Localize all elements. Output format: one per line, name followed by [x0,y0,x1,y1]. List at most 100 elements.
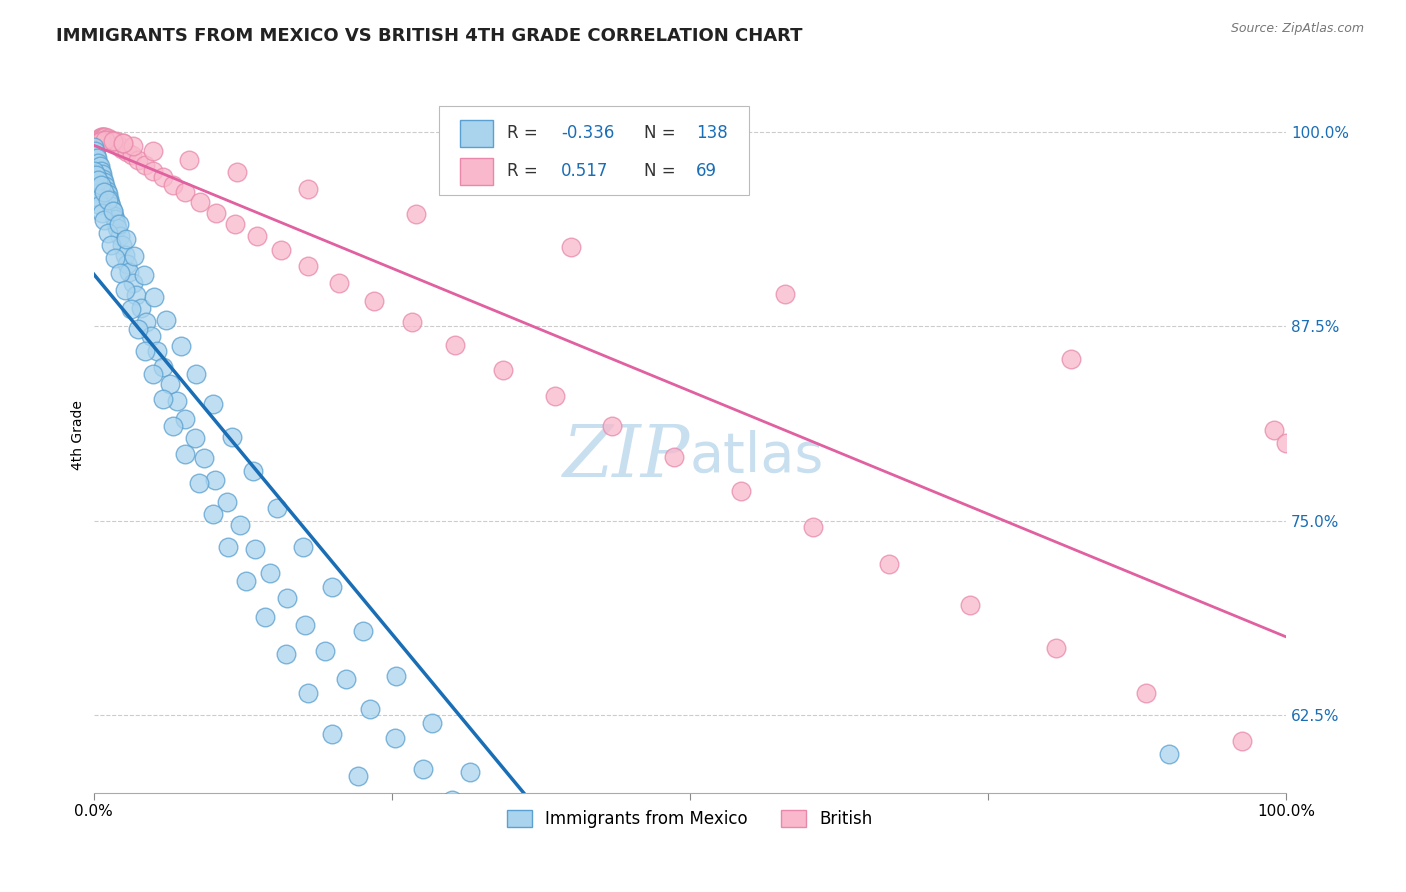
Immigrants from Mexico [347,768,370,782]
Immigrants from Mexico [375,812,398,826]
Immigrants from Mexico [91,171,114,186]
British [405,207,427,221]
Text: 138: 138 [696,124,727,142]
British [224,217,246,231]
Immigrants from Mexico [104,251,127,265]
Immigrants from Mexico [406,857,429,871]
Immigrants from Mexico [129,301,152,315]
Immigrants from Mexico [90,205,112,219]
Text: N =: N = [644,124,676,142]
Immigrants from Mexico [221,429,243,443]
FancyBboxPatch shape [439,106,749,195]
Immigrants from Mexico [107,217,129,231]
Immigrants from Mexico [114,284,136,298]
Immigrants from Mexico [86,151,108,165]
Immigrants from Mexico [122,249,145,263]
British [84,142,107,156]
Immigrants from Mexico [84,148,107,162]
Immigrants from Mexico [297,686,319,700]
Immigrants from Mexico [115,257,138,271]
Text: IMMIGRANTS FROM MEXICO VS BRITISH 4TH GRADE CORRELATION CHART: IMMIGRANTS FROM MEXICO VS BRITISH 4TH GR… [56,27,803,45]
British [444,338,467,352]
Immigrants from Mexico [187,476,209,491]
British [773,286,796,301]
British [107,139,129,153]
Immigrants from Mexico [321,726,343,740]
Immigrants from Mexico [118,265,141,279]
British [959,598,981,612]
Immigrants from Mexico [174,447,197,461]
British [121,148,143,162]
Immigrants from Mexico [142,368,165,382]
British [205,205,228,219]
Immigrants from Mexico [103,209,125,223]
Immigrants from Mexico [97,194,120,208]
British [86,136,108,150]
Immigrants from Mexico [229,518,252,533]
British [98,133,121,147]
British [544,389,567,403]
Immigrants from Mexico [108,266,131,280]
Immigrants from Mexico [441,793,464,807]
Immigrants from Mexico [184,431,207,445]
Immigrants from Mexico [314,644,336,658]
British [83,144,105,158]
Immigrants from Mexico [543,870,565,884]
British [801,520,824,534]
British [86,134,108,148]
Immigrants from Mexico [94,179,117,194]
British [87,137,110,152]
British [90,134,112,148]
British [112,136,135,150]
Legend: Immigrants from Mexico, British: Immigrants from Mexico, British [501,803,879,834]
British [730,483,752,498]
Immigrants from Mexico [83,144,105,158]
British [297,259,319,273]
British [188,194,211,209]
British [83,140,105,154]
Immigrants from Mexico [292,540,315,554]
Immigrants from Mexico [143,290,166,304]
British [90,129,112,144]
British [94,129,117,144]
British [1060,351,1083,366]
British [297,182,319,196]
British [91,129,114,144]
British [174,186,197,200]
Immigrants from Mexico [83,184,105,198]
British [177,153,200,167]
Immigrants from Mexico [508,860,530,874]
Immigrants from Mexico [294,617,316,632]
Immigrants from Mexico [114,232,136,246]
Immigrants from Mexico [217,495,239,509]
Immigrants from Mexico [204,473,226,487]
British [328,276,350,290]
Immigrants from Mexico [134,344,156,359]
Immigrants from Mexico [100,238,122,252]
Immigrants from Mexico [274,647,297,661]
British [560,240,582,254]
British [401,314,423,328]
Immigrants from Mexico [89,159,111,173]
British [225,165,247,179]
Immigrants from Mexico [152,359,174,374]
Immigrants from Mexico [235,574,257,589]
British [94,133,117,147]
Immigrants from Mexico [276,591,298,606]
Immigrants from Mexico [111,238,134,252]
Immigrants from Mexico [259,566,281,581]
Immigrants from Mexico [96,184,118,198]
British [162,178,184,192]
Immigrants from Mexico [84,169,107,183]
Immigrants from Mexico [90,167,112,181]
Immigrants from Mexico [155,313,177,327]
British [104,136,127,150]
Immigrants from Mexico [127,322,149,336]
Immigrants from Mexico [93,213,115,227]
British [84,137,107,152]
Immigrants from Mexico [101,204,124,219]
Text: 0.517: 0.517 [561,162,609,180]
British [152,169,174,184]
Immigrants from Mexico [89,198,111,212]
Immigrants from Mexico [125,288,148,302]
